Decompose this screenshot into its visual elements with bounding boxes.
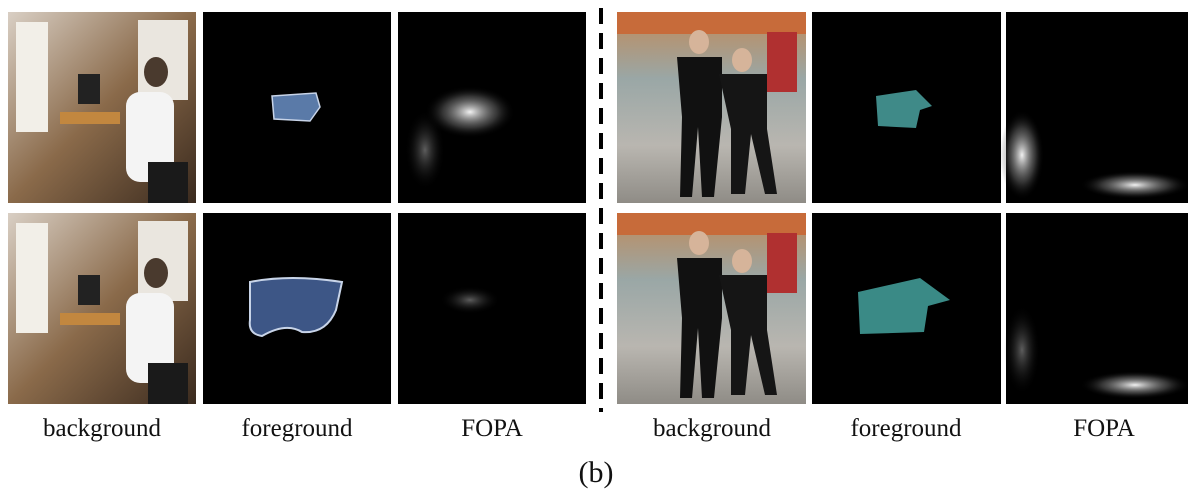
background-image: [8, 12, 196, 203]
right-panel: [617, 12, 1188, 404]
column-label: foreground: [241, 415, 353, 442]
heatmap-blob: [405, 110, 445, 190]
background-image: [8, 213, 196, 404]
column-label: foreground: [850, 415, 962, 442]
left-panel: [8, 12, 586, 404]
heatmap-blob: [1080, 371, 1188, 399]
heatmap-blob: [1004, 305, 1040, 395]
column-label: background: [43, 415, 162, 442]
column-label: background: [653, 415, 772, 442]
heatmap-blob: [440, 286, 500, 314]
column-label: FOPA: [461, 415, 523, 442]
background-image: [617, 12, 806, 203]
heatmap-blob: [1000, 110, 1044, 200]
caption: (b): [579, 456, 614, 489]
figure: background foreground FOPA background fo…: [0, 0, 1188, 493]
background-image: [617, 213, 806, 404]
column-label: FOPA: [1073, 415, 1135, 442]
foreground-object: [272, 93, 320, 121]
heatmap-blob: [1080, 171, 1188, 199]
page: background foreground FOPA background fo…: [0, 0, 1188, 493]
